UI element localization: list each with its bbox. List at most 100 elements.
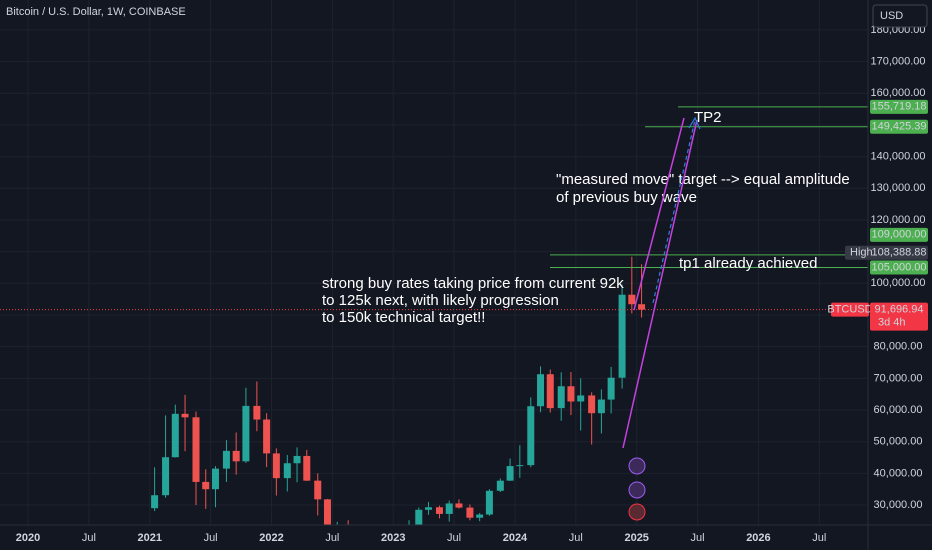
y-tick-label: 70,000.00 (874, 372, 923, 384)
price-label: 105,000.00 (871, 261, 926, 273)
price-scale (868, 0, 932, 550)
candle-body (618, 294, 626, 378)
candle-body (445, 503, 453, 514)
candle-body (385, 546, 392, 548)
y-tick-label: 140,000.00 (870, 151, 925, 163)
last-label: 91,696.94 (875, 304, 924, 316)
candle-body (192, 417, 200, 482)
candle-body (162, 457, 170, 496)
candle-body (435, 507, 443, 514)
candle-body (425, 507, 433, 510)
candle-body (202, 481, 210, 490)
candle-body (323, 499, 331, 525)
candle-body (181, 413, 189, 418)
candle-body (272, 453, 280, 479)
y-tick-label: 170,000.00 (870, 56, 925, 68)
price-label-box (870, 119, 928, 134)
candle-body (476, 514, 484, 518)
overlay: TP2 "measured move" target --> equal ampl… (0, 106, 868, 326)
candle-body (485, 490, 493, 515)
y-tick-label: 80,000.00 (874, 341, 923, 353)
candle-body (345, 526, 352, 536)
candle-body (496, 480, 504, 491)
candle-body (527, 406, 535, 466)
currency-button[interactable] (872, 4, 928, 28)
x-tick-label: 2021 (137, 532, 161, 544)
x-tick-label: Jul (325, 532, 339, 544)
candle-body (607, 377, 615, 400)
y-tick-label: 40,000.00 (874, 467, 923, 479)
price-label: 149,425.39 (871, 121, 926, 133)
price-label: 155,719.18 (871, 101, 926, 113)
candles (151, 256, 646, 548)
y-tick-label: 50,000.00 (874, 436, 923, 448)
icons (628, 457, 646, 521)
x-tick-label: Jul (691, 532, 705, 544)
candle-body (506, 466, 514, 481)
last-box (870, 302, 928, 331)
countdown: 3d 4h (878, 317, 906, 329)
candle-body (211, 468, 219, 490)
currency[interactable]: USD (880, 10, 903, 22)
candle-body (253, 405, 261, 420)
annotation: to 150k technical target!! (322, 309, 485, 326)
grid (0, 0, 868, 525)
price-label-box (870, 260, 928, 275)
candle-body (406, 527, 413, 528)
candle-body (364, 535, 371, 538)
trend-line (622, 119, 698, 449)
candle-body (263, 419, 271, 454)
candle-body (415, 509, 423, 525)
high-label: 108,388.88 (871, 247, 926, 259)
annotation: strong buy rates taking price from curre… (322, 275, 624, 292)
x-tick-label: 2020 (16, 532, 40, 544)
x-tick-label: Jul (204, 532, 218, 544)
y-tick-label: 100,000.00 (870, 277, 925, 289)
candle-body (283, 463, 291, 479)
x-tick-label: 2023 (381, 532, 405, 544)
candle-body (171, 413, 179, 458)
candle-body (222, 450, 230, 469)
scale-labels: 30,000.00 40,000.00 50,000.00 60,000.00 70,0… (827, 24, 928, 511)
annotation: to 125k next, with likely progression (322, 292, 559, 309)
x-tick-label: Jul (82, 532, 96, 544)
candle-body (537, 374, 545, 407)
candle-body (242, 405, 250, 462)
candle-body (232, 450, 240, 462)
candle-body (567, 386, 575, 402)
candle-body (546, 374, 554, 409)
candle-body (314, 480, 322, 500)
candle-body (597, 399, 605, 414)
symbol-box (831, 302, 869, 317)
candle-body (151, 495, 159, 509)
annotation: "measured move" target --> equal amplitu… (556, 171, 850, 188)
y-tick-label: 120,000.00 (870, 214, 925, 226)
candle-body (516, 465, 524, 467)
price-label: 109,000.00 (871, 229, 926, 241)
candle-body (466, 507, 474, 518)
candle-body (628, 294, 636, 305)
x-tick-label: 2024 (503, 532, 528, 544)
price-label-box (870, 99, 928, 114)
candle-body (303, 455, 311, 481)
measured-arrow (652, 119, 696, 304)
y-tick-label: 160,000.00 (870, 87, 925, 99)
annotation: tp1 already achieved (679, 255, 817, 272)
trend-line (633, 117, 685, 311)
x-tick-label: 2026 (746, 532, 770, 544)
price-label-box (870, 227, 928, 242)
symbol: BTCUSD (827, 304, 872, 316)
x-tick-label: 2022 (259, 532, 283, 544)
candle-body (293, 455, 301, 464)
high-box (845, 245, 928, 260)
candle-body (588, 395, 596, 414)
high-name: High (850, 247, 873, 259)
x-tick-label: Jul (569, 532, 583, 544)
candle-body (577, 395, 585, 402)
y-tick-label: 60,000.00 (874, 404, 923, 416)
candle-body (557, 386, 565, 409)
candle-body (455, 503, 463, 508)
x-tick-label: 2025 (624, 532, 648, 544)
candle-body (638, 304, 646, 310)
